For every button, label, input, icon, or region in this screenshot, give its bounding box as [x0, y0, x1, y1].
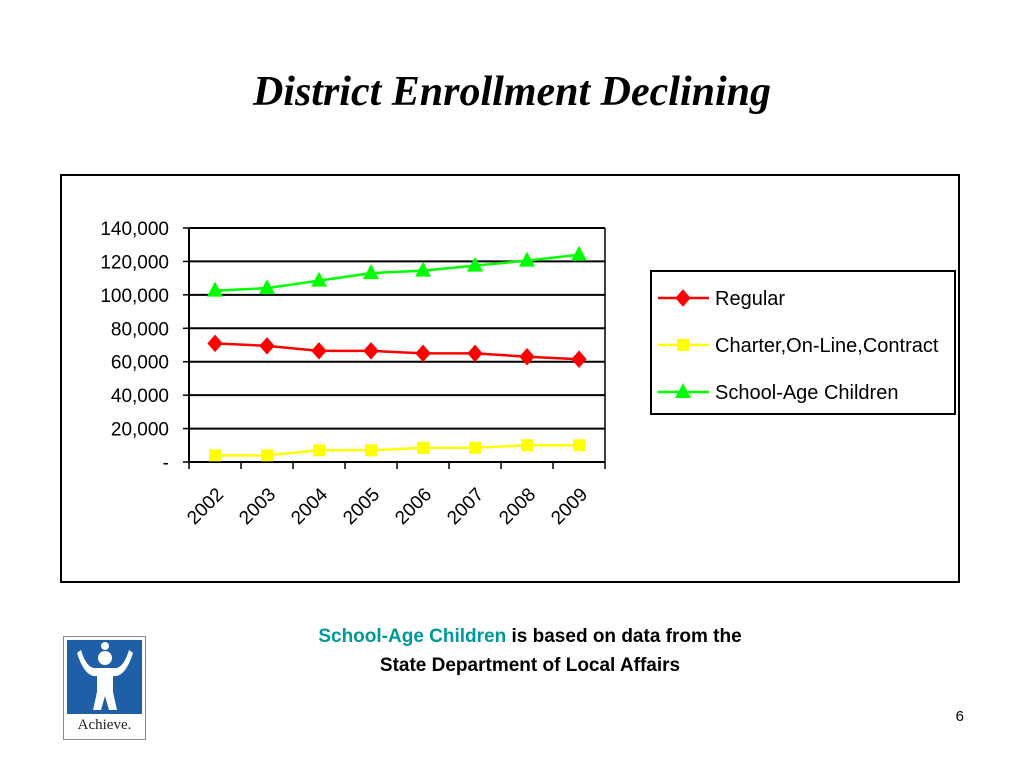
series-line	[214, 253, 580, 292]
y-tick-label: 40,000	[111, 386, 169, 407]
caption-line-2: State Department of Local Affairs	[379, 655, 681, 676]
caption-line-1: School-Age Children is based on data fro…	[180, 622, 880, 651]
data-point	[311, 342, 327, 360]
x-tick-label: 2009	[547, 484, 592, 529]
data-point	[469, 441, 481, 454]
parent-child-icon	[77, 642, 133, 710]
data-point	[417, 441, 429, 454]
caption-highlight: School-Age Children	[318, 626, 507, 647]
legend-marker	[677, 339, 689, 351]
data-point	[519, 347, 535, 366]
data-point	[363, 342, 379, 360]
x-tick-label: 2006	[391, 484, 436, 529]
data-point	[521, 439, 533, 452]
data-point	[365, 444, 377, 457]
x-tick-label: 2007	[443, 484, 488, 529]
data-point	[415, 344, 431, 363]
caption: School-Age Children is based on data fro…	[180, 622, 880, 680]
y-tick-label: 60,000	[111, 353, 169, 374]
caption-line-1-rest: is based on data from the	[506, 626, 742, 647]
chart-frame: - 20,000 40,000 60,000 80,000 100,000 120,000 1…	[60, 174, 960, 583]
data-point	[311, 271, 327, 287]
legend-marker	[675, 289, 691, 307]
legend-box	[650, 270, 956, 415]
data-point	[261, 449, 273, 462]
line-chart: - 20,000 40,000 60,000 80,000 100,000 120,000 1…	[100, 219, 956, 529]
logo-text: Achieve.	[77, 717, 132, 733]
data-point	[519, 251, 535, 267]
data-point	[467, 256, 483, 272]
y-tick-label: 100,000	[100, 286, 169, 307]
data-point	[571, 350, 587, 368]
data-point	[573, 439, 585, 452]
x-tick-label: 2008	[495, 484, 540, 529]
legend-label: Charter,On-Line,Contract	[715, 335, 939, 357]
data-point	[209, 449, 221, 462]
y-tick-label: 140,000	[100, 219, 169, 240]
data-point	[467, 344, 483, 363]
achieve-logo: Achieve.	[63, 636, 146, 740]
legend-label: School-Age Children	[715, 382, 898, 404]
series-line	[214, 342, 580, 361]
x-tick-label: 2005	[339, 484, 384, 529]
data-point	[415, 261, 431, 277]
y-tick-label: 80,000	[111, 319, 169, 340]
y-tick-label: 20,000	[111, 420, 169, 441]
page-number: 6	[955, 708, 964, 725]
logo-emblem	[67, 640, 142, 714]
legend-marker	[675, 383, 691, 398]
x-tick-label: 2003	[235, 484, 280, 529]
slide-title: District Enrollment Declining	[252, 69, 772, 115]
data-point	[259, 279, 275, 295]
x-tick-label: 2004	[287, 484, 332, 529]
x-tick-label: 2002	[183, 484, 228, 529]
data-point	[207, 334, 223, 353]
data-point	[259, 337, 275, 355]
y-tick-label: -	[163, 453, 169, 474]
data-point	[207, 281, 223, 297]
data-point	[363, 264, 379, 280]
legend-label: Regular	[715, 288, 785, 310]
y-tick-label: 120,000	[100, 252, 169, 273]
series-line	[215, 444, 579, 457]
data-point	[313, 444, 325, 457]
data-point	[571, 245, 587, 261]
